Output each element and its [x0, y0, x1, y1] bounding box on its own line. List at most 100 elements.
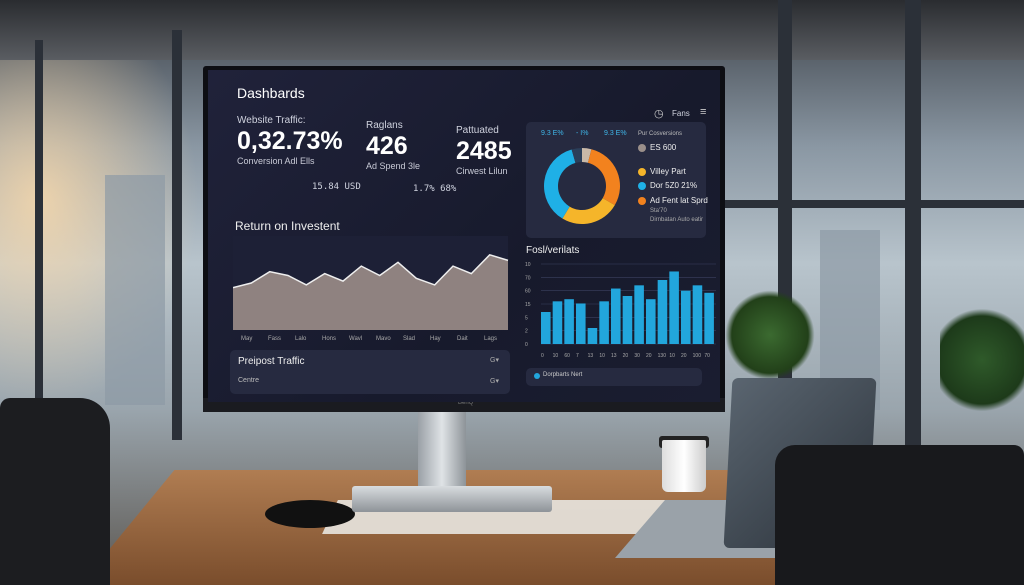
y-tick-label: 15	[525, 302, 531, 308]
traffic-title: Preipost Traffic	[238, 356, 305, 367]
kpi-value: 0,32.73%	[237, 127, 343, 155]
clock-icon[interactable]: ◷	[654, 108, 664, 120]
y-tick-label: 5	[525, 315, 528, 321]
bar	[657, 280, 668, 344]
sub-value: 1.7% 68%	[413, 184, 457, 194]
x-tick-label: 7	[576, 353, 579, 359]
x-tick-label: 13	[588, 353, 594, 359]
bar	[622, 296, 633, 344]
legend-label: Dor 5Z0 21%	[650, 181, 698, 190]
legend-note: Dirnbatan Auto eatir	[650, 217, 704, 223]
kpi-value: 2485	[456, 137, 512, 165]
page-title: Dashbards	[237, 85, 305, 101]
donut-slice	[587, 149, 620, 206]
x-tick-label: Lags	[484, 336, 497, 342]
window-frame	[905, 0, 921, 450]
window-frame	[172, 30, 182, 440]
plant	[940, 300, 1024, 420]
donut-chart	[544, 148, 620, 224]
legend-label: Ad Fent lat Sprd	[650, 196, 708, 205]
kpi-value: 426	[366, 132, 408, 160]
donut-stat: 9.3 E%	[541, 130, 564, 137]
monitor-stand	[418, 410, 466, 490]
legend-dot-icon	[534, 373, 540, 379]
x-tick-label: 20	[681, 353, 687, 359]
x-tick-label: 0	[541, 353, 544, 359]
kpi-caption: Conversion Adl Ells	[237, 156, 315, 166]
x-tick-label: Slad	[403, 336, 415, 342]
x-tick-label: Hay	[430, 336, 441, 342]
kpi-label: Raglans	[366, 120, 403, 131]
x-tick-label: 130	[658, 353, 667, 359]
y-tick-label: 2	[525, 329, 528, 335]
sub-value: 15.84 USD	[312, 182, 361, 192]
kpi-caption: Ad Spend 3le	[366, 161, 421, 171]
legend-dot-icon	[638, 168, 646, 176]
dropdown-toggle[interactable]: G▾	[490, 378, 499, 385]
x-tick-label: 100	[693, 353, 702, 359]
roi-title: Return on Investent	[235, 219, 340, 233]
x-tick-label: 10	[553, 353, 559, 359]
y-tick-label: 60	[525, 289, 531, 295]
bar	[669, 271, 679, 344]
legend-dot-icon	[638, 144, 646, 152]
x-tick-label: Mavo	[376, 336, 391, 342]
monitor-base	[352, 486, 552, 512]
legend-dot-icon	[638, 182, 646, 190]
header-link[interactable]: Fans	[672, 109, 690, 118]
donut-slice	[544, 149, 576, 219]
x-tick-label: 70	[704, 353, 710, 359]
bar	[646, 299, 656, 344]
x-tick-label: 30	[634, 353, 640, 359]
sunlight-glow	[0, 60, 200, 410]
traffic-row: Centre	[238, 377, 260, 384]
monitor-brand: BenQ	[458, 400, 474, 406]
y-tick-label: 10	[525, 262, 531, 268]
kpi-label: Website Traffic:	[237, 115, 306, 126]
bar	[564, 299, 574, 344]
x-tick-label: 60	[564, 353, 570, 359]
city-building	[105, 175, 165, 405]
coffee-cup	[662, 440, 706, 492]
dropdown-toggle[interactable]: G▾	[490, 357, 499, 364]
x-tick-label: Fass	[268, 336, 281, 342]
legend-label: Dorpbarts Nert	[543, 372, 583, 378]
roi-area	[233, 254, 508, 330]
legend-label: ES 600	[650, 143, 677, 152]
conversions-panel: 9.3 E% - I% 9.3 E% Pur Cosversions ES 60…	[526, 122, 708, 238]
office-chair	[775, 445, 1024, 585]
donut-slice	[571, 148, 582, 163]
x-tick-label: Wavl	[349, 336, 362, 342]
bar	[634, 285, 644, 344]
x-tick-label: May	[241, 336, 252, 342]
ceiling	[0, 0, 1024, 60]
x-tick-label: 10	[599, 353, 605, 359]
x-tick-label: Hons	[322, 336, 336, 342]
y-tick-label: 0	[525, 342, 528, 348]
x-tick-label: 20	[646, 353, 652, 359]
donut-stat: 9.3 E%	[604, 130, 627, 137]
bar	[587, 328, 598, 344]
donut-stat: - I%	[576, 130, 589, 137]
bar-legend: Dorpbarts Nert	[526, 368, 702, 386]
legend-note: Sta'70	[650, 208, 667, 214]
menu-icon[interactable]: ≡	[700, 106, 707, 118]
bar	[599, 301, 609, 344]
legend-label: Villey Part	[650, 167, 686, 176]
bar	[576, 303, 586, 344]
donut-slice	[562, 198, 615, 224]
bar	[541, 312, 551, 344]
x-tick-label: 20	[623, 353, 629, 359]
plant	[725, 290, 815, 380]
legend-title: Pur Cosversions	[638, 131, 683, 137]
bar-chart-title: Fosl/verilats	[526, 245, 580, 256]
window-frame	[35, 40, 43, 440]
donut-slice	[582, 148, 592, 163]
y-tick-label: 70	[525, 275, 531, 281]
bar	[692, 285, 703, 344]
window-frame	[720, 200, 1024, 208]
computer-mouse	[265, 500, 355, 528]
office-chair	[0, 398, 110, 585]
bar	[704, 292, 714, 344]
x-tick-label: 10	[669, 353, 675, 359]
